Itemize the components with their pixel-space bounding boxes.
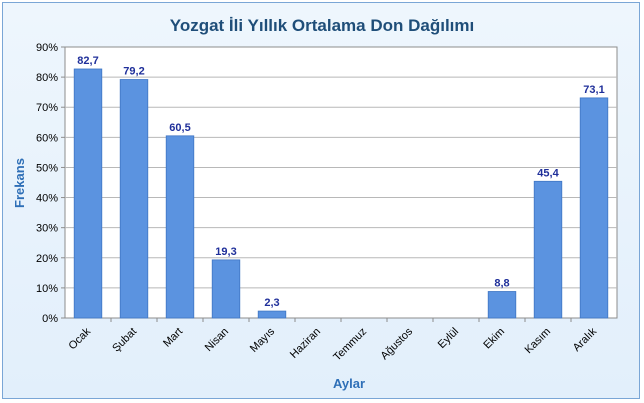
bar	[533, 180, 563, 319]
y-axis-title: Frekans	[12, 158, 27, 208]
bar	[119, 79, 149, 319]
y-tick-label: 80%	[36, 72, 58, 84]
y-tick-label: 10%	[36, 283, 58, 295]
x-tick-label: Kasım	[523, 326, 554, 357]
x-tick-label: Temmuz	[331, 326, 369, 364]
x-tick-label: Aralık	[571, 325, 600, 354]
y-tick-label: 70%	[36, 102, 58, 114]
bar	[257, 310, 287, 319]
data-label: 2,3	[264, 297, 279, 309]
chart-frame: Yozgat İli Yıllık Ortalama Don Dağılımı …	[2, 2, 640, 399]
x-tick-label: Mart	[161, 326, 185, 350]
y-tick-label: 0%	[42, 313, 58, 325]
data-label: 79,2	[123, 66, 144, 78]
x-axis-ticks: Ocak Şubat Mart Nisan Mayıs Haziran Temmuz Ağus…	[66, 318, 599, 364]
data-label: 45,4	[537, 167, 559, 179]
y-tick-label: 40%	[36, 193, 58, 205]
x-tick-label: Eylül	[436, 326, 461, 351]
x-axis-title: Aylar	[333, 376, 365, 391]
bar	[487, 291, 517, 319]
data-labels: 82,7 79,2 60,5 19,3 2,3 8,8 45,4 73,1	[77, 55, 604, 309]
y-tick-label: 90%	[36, 42, 58, 54]
y-axis-ticks: 0% 10% 20% 30% 40% 50% 60% 70% 80% 90%	[36, 42, 65, 325]
chart-title: Yozgat İli Yıllık Ortalama Don Dağılımı	[170, 16, 475, 35]
gridlines	[65, 76, 617, 289]
x-tick-label: Mayıs	[248, 325, 278, 355]
data-label: 19,3	[215, 246, 236, 258]
bar-chart: Yozgat İli Yıllık Ortalama Don Dağılımı …	[12, 16, 618, 391]
y-tick-label: 20%	[36, 253, 58, 265]
y-tick-label: 30%	[36, 223, 58, 235]
data-label: 82,7	[77, 55, 98, 67]
bar	[73, 68, 103, 319]
x-tick-label: Şubat	[110, 326, 139, 355]
bar	[211, 259, 241, 319]
bars	[73, 68, 609, 319]
x-tick-label: Ağustos	[379, 325, 416, 362]
x-tick-label: Ekim	[481, 326, 507, 352]
y-tick-label: 60%	[36, 132, 58, 144]
data-label: 60,5	[169, 122, 190, 134]
bar	[579, 97, 609, 319]
y-tick-label: 50%	[36, 162, 58, 174]
data-label: 8,8	[494, 278, 509, 290]
bar	[165, 135, 195, 319]
data-label: 73,1	[583, 84, 604, 96]
x-tick-label: Haziran	[288, 326, 323, 361]
x-tick-label: Nisan	[203, 326, 231, 354]
plot-area	[64, 46, 618, 319]
x-tick-label: Ocak	[66, 325, 93, 352]
